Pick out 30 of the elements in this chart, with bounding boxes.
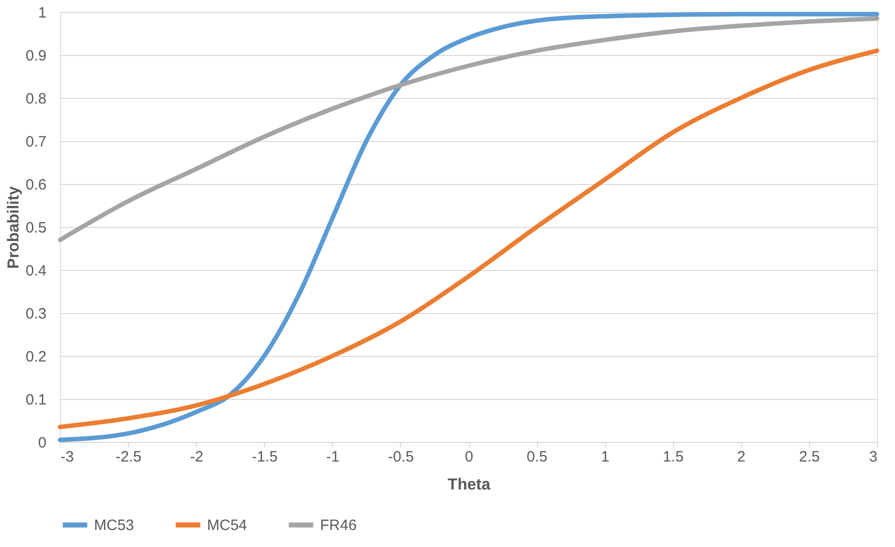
x-tick-label: 2 [737,448,746,466]
y-tick-label: 0.1 [26,392,46,408]
x-tick-label: 1 [600,448,610,466]
y-tick-label: 0.6 [26,176,46,194]
y-tick-label: 0.3 [26,306,46,322]
legend-label: FR46 [320,517,357,534]
x-tick-label: 0.5 [526,448,548,466]
y-tick-label: 0.2 [26,348,46,366]
x-tick-label: -1 [326,448,340,466]
line-series [58,16,880,242]
x-tick-label: -1.5 [252,448,278,466]
y-tick-label: 0.9 [26,48,46,64]
x-tick-label: -2 [190,448,204,466]
x-tick-label: 3 [869,448,878,466]
y-tick-label: 0 [38,434,46,452]
y-tick-label: 0.4 [26,262,46,280]
legend-label: MC54 [207,517,248,534]
x-tick-label: 0 [464,448,474,466]
x-tick-label: -3 [60,448,74,466]
x-tick-label: 2.5 [798,448,820,466]
x-tick-label: 1.5 [662,448,684,466]
y-tick-label: 0.7 [26,134,46,150]
y-tick-label: 0.8 [26,90,46,108]
x-tick-label: -2.5 [116,448,142,466]
x-tick-label: -0.5 [388,448,414,466]
y-tick-label: 0.5 [26,220,46,236]
y-tick-label: 1 [38,4,46,22]
legend-label: MC53 [94,517,134,534]
y-axis-title: Probability [6,186,23,269]
x-axis-title: Theta [448,476,490,494]
